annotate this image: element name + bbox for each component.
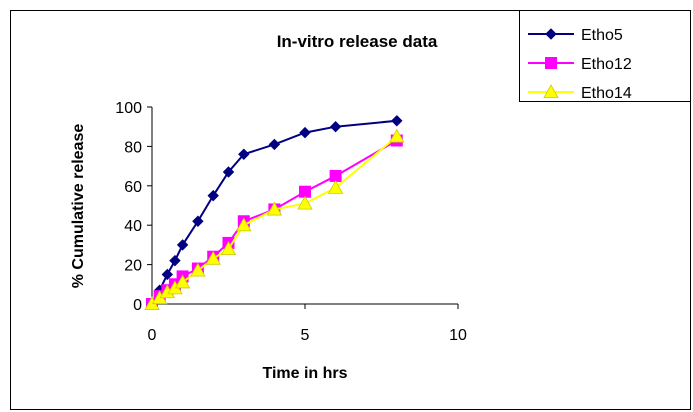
x-tick-label: 10: [449, 327, 467, 344]
data-point: [161, 268, 174, 281]
legend-box: [519, 10, 691, 102]
data-point: [174, 274, 191, 289]
data-point: [169, 254, 181, 267]
data-point: [190, 262, 206, 277]
chart-title: In-vitro release data: [277, 32, 438, 51]
data-point: [222, 166, 235, 178]
data-point: [236, 217, 252, 232]
legend-item-etho12: Etho12: [528, 56, 632, 73]
y-tick-label: 20: [124, 258, 142, 275]
series-layer: [144, 115, 405, 311]
y-tick-label: 0: [133, 297, 142, 314]
data-point: [299, 185, 311, 198]
data-point: [391, 115, 403, 127]
legend: Etho5 Etho12 Etho14: [519, 10, 691, 102]
y-tick-label: 60: [124, 179, 142, 196]
legend-item-etho14: Etho14: [528, 84, 632, 102]
axes: 0 20 40 60 80 100 0 5 10: [115, 100, 467, 344]
data-point: [329, 120, 342, 133]
data-point: [389, 128, 405, 143]
legend-marker: [545, 28, 557, 40]
data-point: [220, 241, 237, 255]
x-axis-title: Time in hrs: [262, 365, 347, 382]
legend-item-etho5: Etho5: [528, 27, 623, 44]
y-tick-label: 100: [115, 100, 142, 117]
data-point: [205, 250, 221, 265]
x-tick-label: 5: [301, 327, 310, 344]
data-point: [299, 126, 311, 139]
data-point: [176, 239, 189, 251]
legend-label: Etho5: [581, 27, 623, 44]
x-tick-label: 0: [148, 327, 157, 344]
y-tick-label: 40: [124, 218, 142, 235]
data-point: [266, 201, 283, 216]
legend-marker: [543, 84, 559, 98]
data-point: [192, 215, 204, 227]
data-point: [268, 138, 281, 151]
legend-label: Etho12: [581, 56, 632, 73]
legend-label: Etho14: [581, 85, 632, 102]
data-point: [297, 195, 313, 210]
data-point: [327, 179, 344, 194]
legend-marker: [545, 57, 557, 69]
y-axis-title: % Cumulative release: [70, 124, 87, 289]
data-point: [329, 169, 342, 182]
data-point: [207, 189, 219, 202]
data-point: [238, 148, 250, 160]
y-tick-label: 80: [124, 139, 142, 156]
series-etho14: [144, 128, 405, 311]
